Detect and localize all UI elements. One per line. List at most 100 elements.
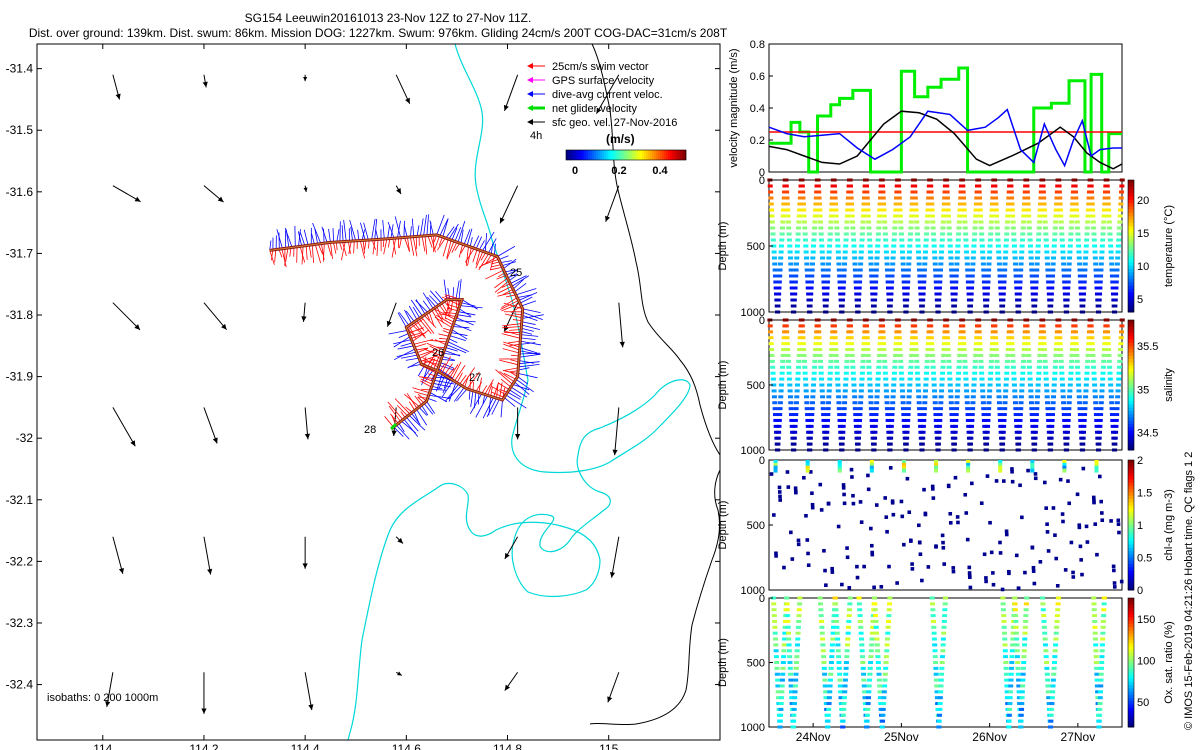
- section-data-point: [866, 220, 872, 224]
- section-data-point: [946, 226, 952, 230]
- section-data-point: [785, 619, 791, 623]
- section-data-point: [1108, 250, 1114, 254]
- section-data-point: [778, 707, 784, 711]
- section-data-point: [792, 286, 798, 290]
- colorbar-cell: [684, 150, 687, 160]
- chl-data-point: [1081, 466, 1086, 471]
- chl-data-point: [1117, 530, 1121, 535]
- section-data-point: [883, 383, 889, 387]
- section-data-point: [868, 661, 874, 664]
- section-data-point: [986, 395, 992, 399]
- swim-vector: [416, 320, 425, 331]
- section-data-point: [1092, 256, 1098, 260]
- section-data-point: [868, 268, 874, 272]
- chl-data-point: [1111, 564, 1116, 569]
- current-vector: [429, 220, 434, 236]
- section-colorbar-cell: [1128, 598, 1134, 602]
- section-colorbar-cell: [1128, 586, 1134, 591]
- geo-velocity-arrow-head: [301, 316, 307, 322]
- section-data-point: [1012, 250, 1018, 254]
- section-data-point: [1051, 383, 1057, 387]
- section-data-point: [878, 336, 884, 340]
- section-data-point: [1007, 702, 1013, 706]
- section-data-point: [980, 250, 986, 254]
- section-data-point: [881, 342, 887, 346]
- geo-velocity-arrow-head: [619, 341, 625, 348]
- section-data-point: [817, 353, 823, 357]
- map-x-tick-label: 114: [93, 742, 112, 750]
- section-data-point: [1076, 244, 1082, 248]
- section-data-point: [1029, 268, 1035, 272]
- section-data-point: [1097, 707, 1103, 711]
- section-data-point: [908, 220, 914, 224]
- section-data-point: [1041, 196, 1047, 200]
- section-data-point: [877, 202, 883, 206]
- section-data-point: [1112, 448, 1118, 452]
- section-data-point: [1056, 330, 1062, 334]
- section-data-point: [901, 413, 907, 417]
- section-data-point: [932, 649, 938, 653]
- legend-label: GPS surface velocity: [552, 75, 655, 87]
- current-vector: [403, 224, 408, 238]
- section-data-point: [818, 602, 824, 606]
- section-data-point: [868, 655, 874, 659]
- section-data-point: [853, 418, 859, 422]
- swim-vector: [501, 302, 521, 312]
- section-data-point: [1007, 690, 1013, 694]
- section-data-point: [937, 274, 943, 278]
- section-data-point: [952, 430, 958, 434]
- section-data-point: [832, 336, 838, 340]
- section-data-point: [1094, 684, 1100, 688]
- section-data-point: [1000, 436, 1006, 440]
- section-data-point: [905, 407, 911, 411]
- swim-vector: [499, 382, 503, 400]
- section-data-point: [941, 625, 947, 629]
- colorbar-cell: [570, 150, 573, 160]
- current-vector: [497, 245, 516, 257]
- section-data-point: [802, 226, 808, 230]
- section-data-point: [875, 649, 881, 653]
- section-data-point: [936, 719, 942, 723]
- swim-vector: [497, 291, 515, 297]
- section-data-point: [843, 383, 849, 387]
- section-data-point: [907, 371, 913, 375]
- section-data-point: [1086, 196, 1092, 200]
- swim-vector: [499, 371, 515, 383]
- swim-vector: [406, 237, 410, 252]
- section-data-point: [993, 196, 999, 200]
- swim-vector: [391, 238, 397, 258]
- section-data-point: [1086, 336, 1092, 340]
- current-vector: [482, 397, 494, 419]
- chl-data-point: [951, 569, 956, 574]
- section-data-point: [1014, 286, 1020, 290]
- section-data-point: [1064, 442, 1070, 446]
- section-data-point: [960, 190, 966, 194]
- section-data-point: [800, 330, 806, 334]
- section-data-point: [971, 238, 977, 242]
- section-data-point: [1030, 424, 1036, 428]
- section-data-point: [940, 643, 946, 647]
- section-data-point: [929, 353, 935, 357]
- section-data-point: [906, 262, 912, 266]
- geo-velocity-arrow: [612, 407, 620, 456]
- section-data-point: [819, 383, 825, 387]
- section-data-point: [987, 377, 993, 381]
- section-data-point: [816, 336, 822, 340]
- section-data-point: [792, 430, 798, 434]
- colorbar-cell: [640, 150, 643, 160]
- swim-vector: [333, 242, 337, 254]
- section-data-point: [1026, 220, 1032, 224]
- section-data-point: [826, 256, 832, 260]
- section-data-point: [1097, 424, 1103, 428]
- section-data-point: [827, 690, 833, 694]
- section-colorbar-cell: [1128, 639, 1134, 644]
- section-data-point: [980, 389, 986, 393]
- geo-velocity-arrow-head: [499, 217, 505, 224]
- section-data-point: [951, 442, 957, 446]
- swim-vector: [434, 235, 440, 250]
- section-data-point: [971, 389, 977, 393]
- section-data-point: [906, 256, 912, 260]
- section-colorbar-cell: [1128, 704, 1134, 709]
- section-data-point: [807, 304, 813, 308]
- chl-data-point: [991, 571, 995, 575]
